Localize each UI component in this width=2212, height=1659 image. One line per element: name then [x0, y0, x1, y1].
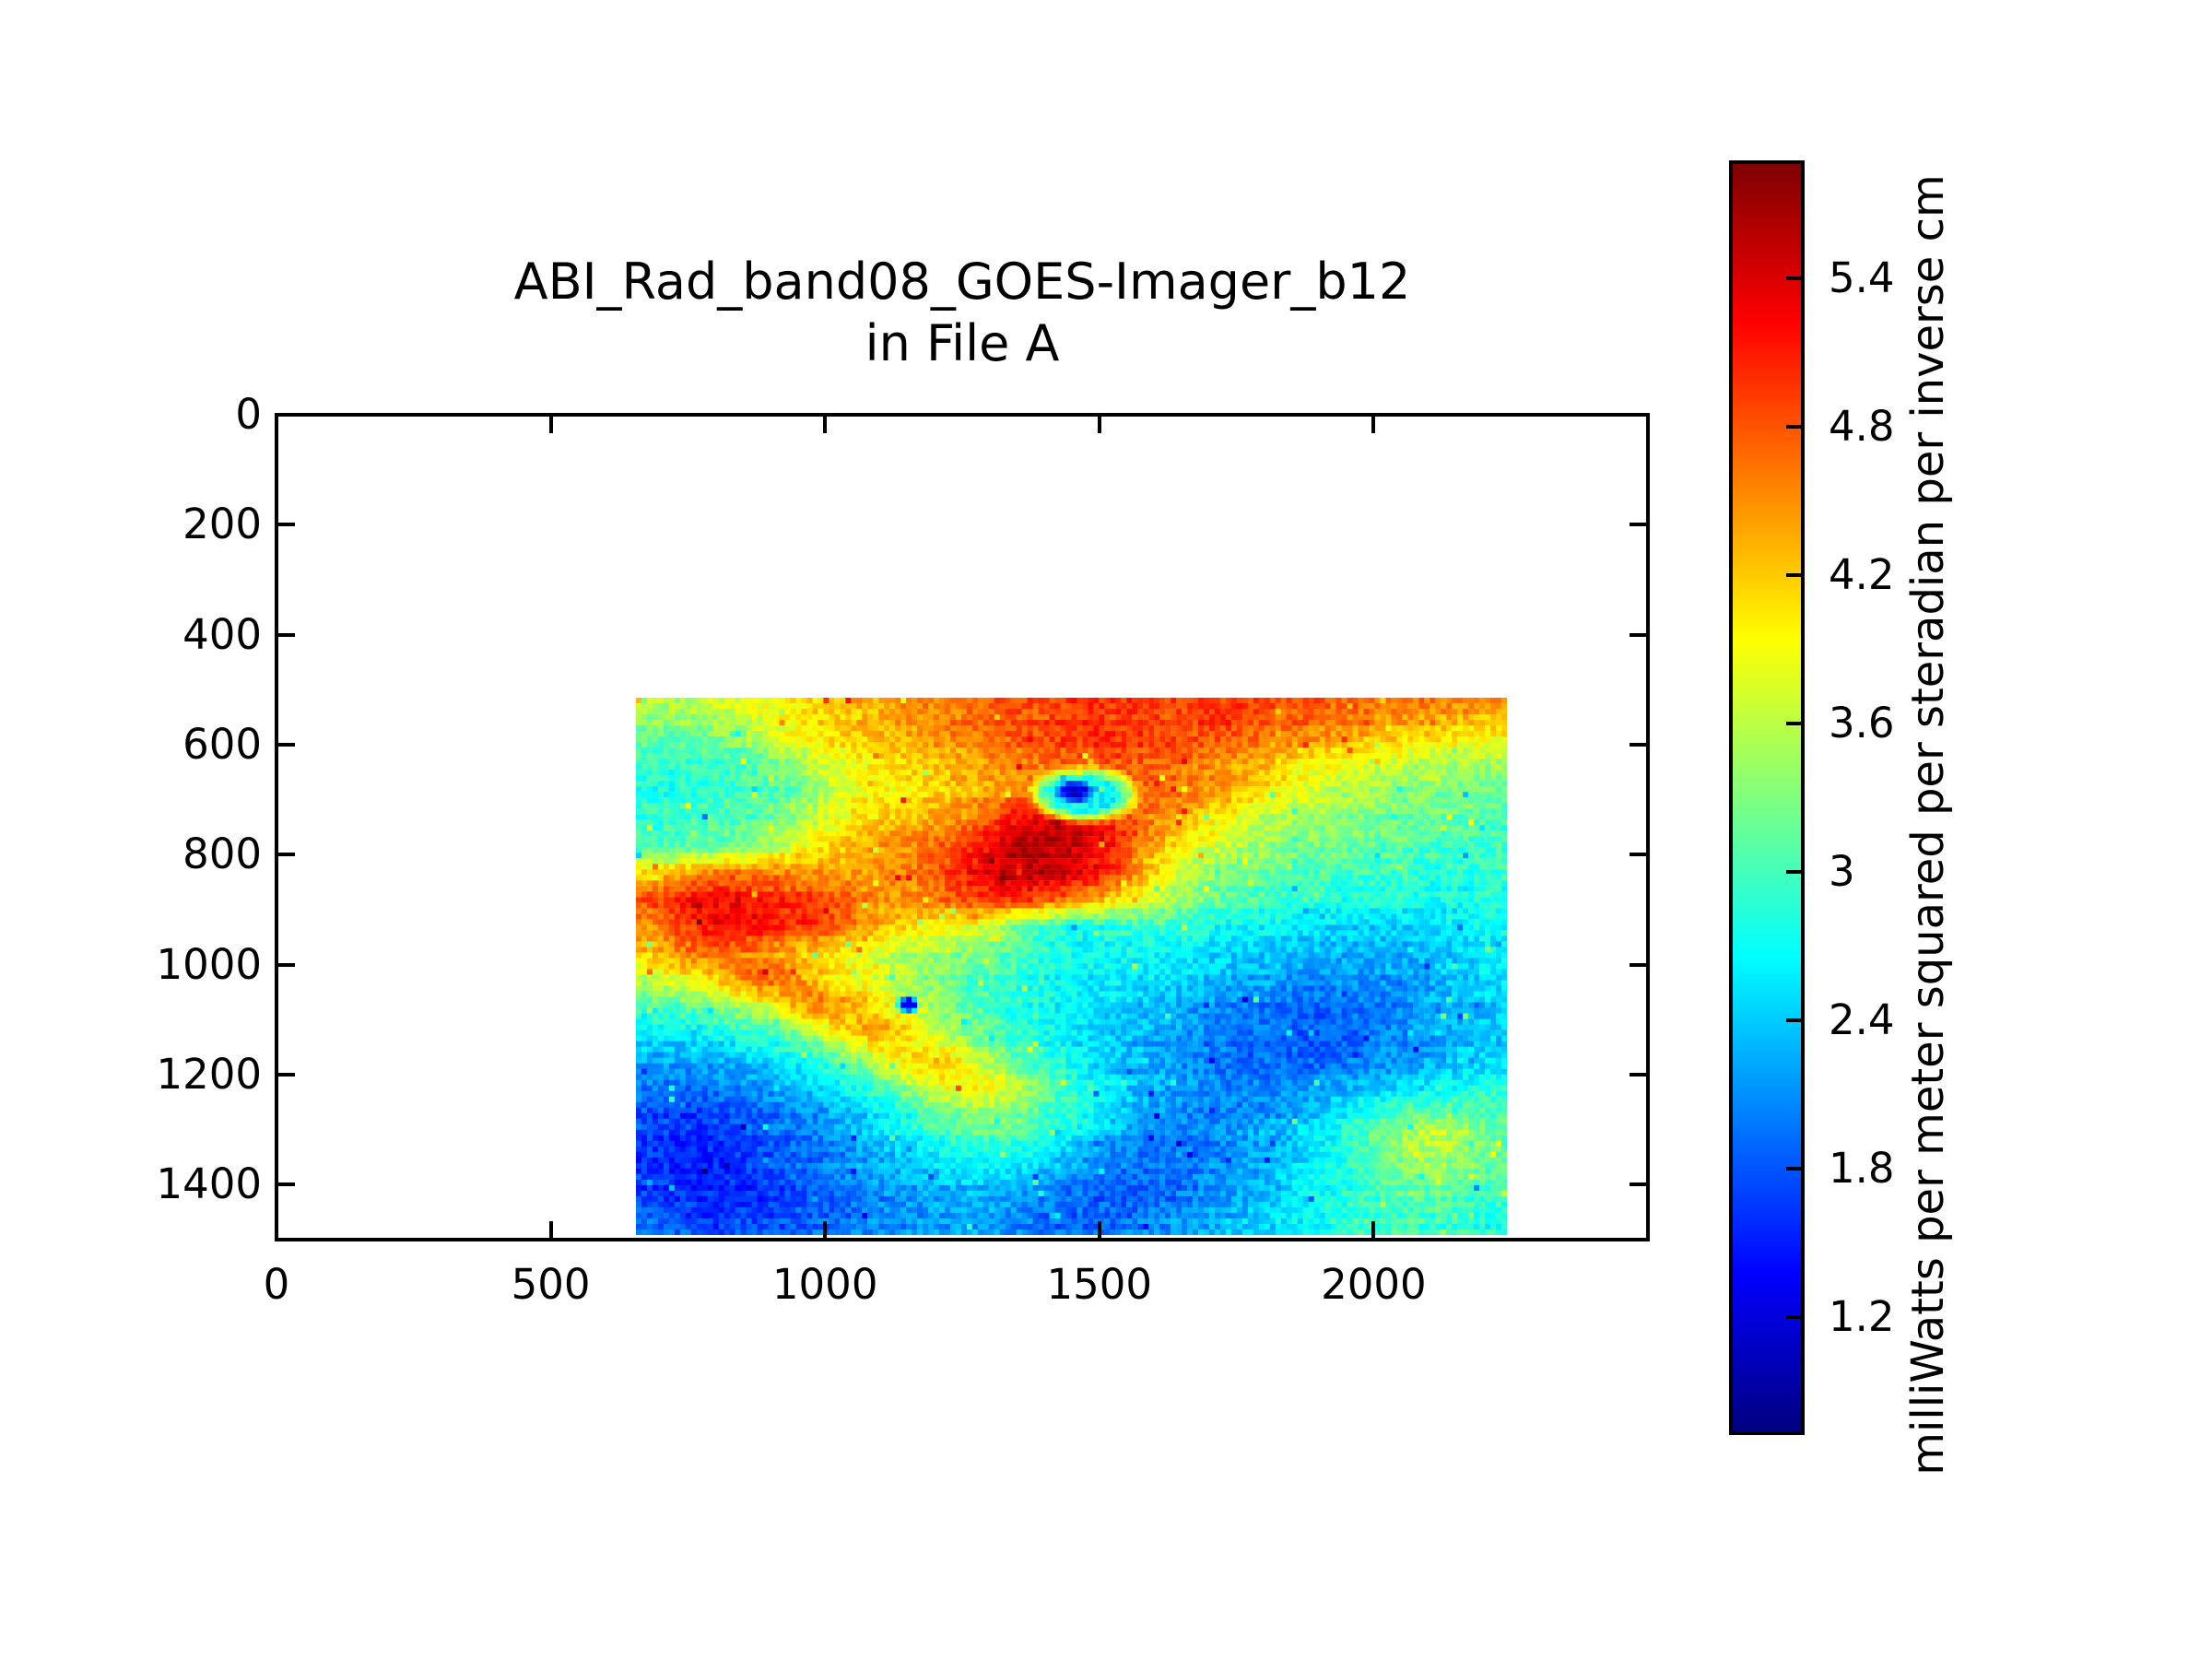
x-tick-label: 0	[263, 1260, 290, 1309]
y-tick-mark-left	[276, 1073, 295, 1077]
x-tick-mark-top	[1097, 415, 1101, 433]
x-tick-mark-bottom	[275, 1221, 278, 1240]
y-tick-label: 400	[182, 609, 262, 659]
y-tick-label: 600	[182, 720, 262, 769]
x-tick-label: 2000	[1321, 1260, 1427, 1309]
colorbar-tick-mark	[1786, 276, 1801, 280]
x-tick-label: 1500	[1046, 1260, 1153, 1309]
x-tick-mark-bottom	[548, 1221, 553, 1240]
colorbar-tick-mark	[1786, 1167, 1801, 1171]
x-tick-mark-top	[548, 415, 553, 433]
title-line-1: ABI_Rad_band08_GOES-Imager_b12	[513, 253, 1411, 311]
x-tick-label: 1000	[771, 1260, 878, 1309]
y-tick-mark-left	[276, 853, 295, 857]
colorbar-tick-mark	[1786, 424, 1801, 429]
x-tick-mark-bottom	[1371, 1221, 1376, 1240]
y-tick-mark-right	[1630, 413, 1648, 417]
plot-frame	[275, 413, 1650, 1241]
y-tick-mark-right	[1630, 853, 1648, 857]
y-tick-mark-right	[1630, 962, 1648, 967]
y-tick-mark-right	[1630, 632, 1648, 637]
colorbar-tick-label: 4.2	[1829, 549, 1895, 599]
y-tick-mark-right	[1630, 1073, 1648, 1077]
colorbar-tick-mark	[1786, 1315, 1801, 1320]
x-tick-mark-top	[1371, 415, 1376, 433]
y-tick-label: 1000	[156, 939, 262, 989]
x-tick-label: 500	[511, 1260, 591, 1309]
y-tick-label: 800	[182, 830, 262, 879]
colorbar-tick-label: 5.4	[1829, 253, 1895, 302]
x-tick-mark-top	[823, 415, 828, 433]
y-tick-mark-right	[1630, 523, 1648, 527]
y-tick-mark-left	[276, 962, 295, 967]
y-tick-mark-left	[276, 413, 295, 417]
colorbar-axis-label: milliWatts per meter squared per steradi…	[1902, 174, 1954, 1476]
colorbar-frame	[1729, 160, 1805, 1435]
x-tick-mark-bottom	[1097, 1221, 1101, 1240]
chart-title: ABI_Rad_band08_GOES-Imager_b12 in File A	[276, 251, 1648, 374]
colorbar-tick-label: 4.8	[1829, 401, 1895, 451]
title-line-2: in File A	[865, 314, 1060, 372]
colorbar-canvas	[1733, 164, 1801, 1431]
y-tick-mark-left	[276, 1182, 295, 1187]
colorbar-tick-mark	[1786, 572, 1801, 577]
y-tick-label: 200	[182, 500, 262, 549]
x-tick-mark-bottom	[823, 1221, 828, 1240]
y-tick-mark-left	[276, 632, 295, 637]
y-tick-label: 1200	[156, 1050, 262, 1099]
y-tick-mark-right	[1630, 743, 1648, 747]
colorbar-tick-mark	[1786, 1018, 1801, 1023]
y-tick-label: 0	[235, 390, 262, 439]
colorbar-tick-label: 3.6	[1829, 698, 1895, 747]
y-tick-mark-left	[276, 523, 295, 527]
y-tick-mark-left	[276, 743, 295, 747]
colorbar-tick-label: 2.4	[1829, 995, 1895, 1045]
colorbar-tick-label: 1.2	[1829, 1292, 1895, 1342]
colorbar-tick-mark	[1786, 721, 1801, 725]
y-tick-mark-right	[1630, 1182, 1648, 1187]
x-tick-mark-top	[275, 415, 278, 433]
colorbar-tick-label: 3	[1829, 847, 1855, 897]
colorbar-tick-label: 1.8	[1829, 1144, 1895, 1194]
y-tick-label: 1400	[156, 1159, 262, 1209]
colorbar-tick-mark	[1786, 870, 1801, 875]
heatmap-canvas	[636, 698, 1507, 1235]
